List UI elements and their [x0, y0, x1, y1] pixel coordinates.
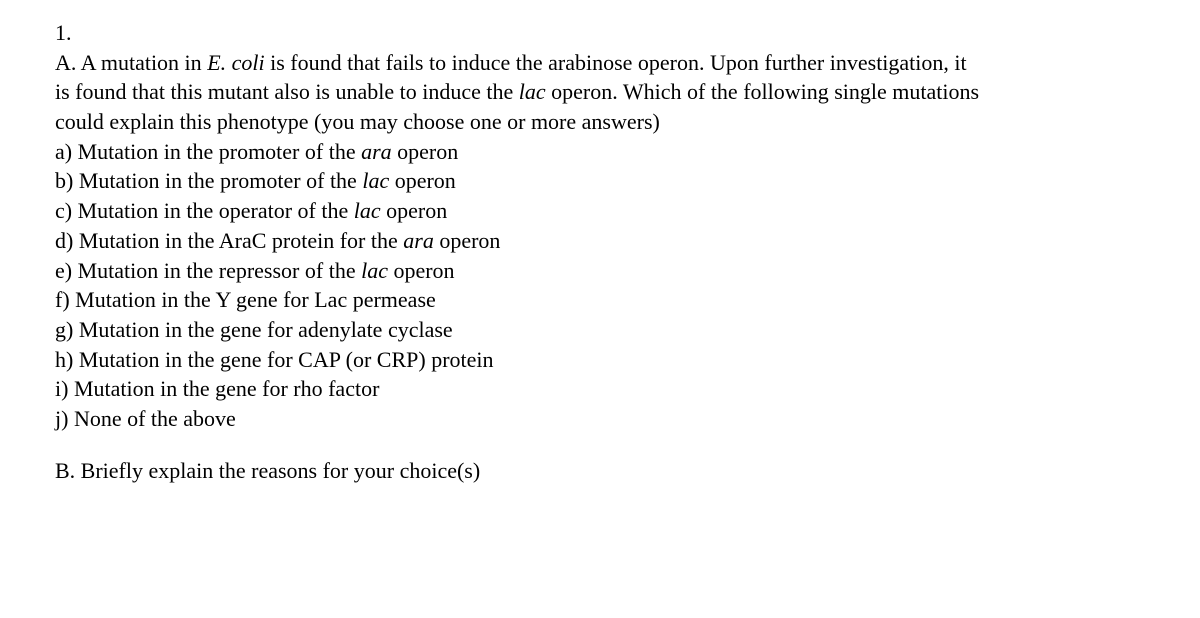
text-segment: a) Mutation in the promoter of the	[55, 139, 361, 164]
option-c: c) Mutation in the operator of the lac o…	[55, 196, 1145, 226]
part-a-line-2: is found that this mutant also is unable…	[55, 77, 1145, 107]
text-segment: operon	[389, 168, 456, 193]
option-d: d) Mutation in the AraC protein for the …	[55, 226, 1145, 256]
text-italic: E. coli	[207, 50, 264, 75]
question-number: 1.	[55, 18, 1145, 48]
option-g: g) Mutation in the gene for adenylate cy…	[55, 315, 1145, 345]
option-j: j) None of the above	[55, 404, 1145, 434]
option-b: b) Mutation in the promoter of the lac o…	[55, 166, 1145, 196]
text-italic: ara	[403, 228, 434, 253]
text-segment: is found that fails to induce the arabin…	[265, 50, 967, 75]
option-e: e) Mutation in the repressor of the lac …	[55, 256, 1145, 286]
option-a: a) Mutation in the promoter of the ara o…	[55, 137, 1145, 167]
text-italic: lac	[519, 79, 546, 104]
part-b: B. Briefly explain the reasons for your …	[55, 456, 1145, 486]
text-segment: A. A mutation in	[55, 50, 207, 75]
text-segment: c) Mutation in the operator of the	[55, 198, 354, 223]
spacer	[55, 434, 1145, 456]
text-segment: operon. Which of the following single mu…	[546, 79, 979, 104]
option-i: i) Mutation in the gene for rho factor	[55, 374, 1145, 404]
option-f: f) Mutation in the Y gene for Lac permea…	[55, 285, 1145, 315]
text-segment: b) Mutation in the promoter of the	[55, 168, 362, 193]
part-a-line-3: could explain this phenotype (you may ch…	[55, 107, 1145, 137]
text-italic: lac	[354, 198, 381, 223]
text-segment: e) Mutation in the repressor of the	[55, 258, 361, 283]
text-segment: operon	[434, 228, 501, 253]
text-segment: operon	[381, 198, 448, 223]
text-segment: is found that this mutant also is unable…	[55, 79, 519, 104]
part-a-line-1: A. A mutation in E. coli is found that f…	[55, 48, 1145, 78]
text-italic: lac	[362, 168, 389, 193]
text-italic: lac	[361, 258, 388, 283]
text-segment: operon	[388, 258, 455, 283]
question-block: 1. A. A mutation in E. coli is found tha…	[0, 0, 1200, 485]
text-segment: d) Mutation in the AraC protein for the	[55, 228, 403, 253]
text-segment: operon	[392, 139, 459, 164]
text-italic: ara	[361, 139, 392, 164]
option-h: h) Mutation in the gene for CAP (or CRP)…	[55, 345, 1145, 375]
